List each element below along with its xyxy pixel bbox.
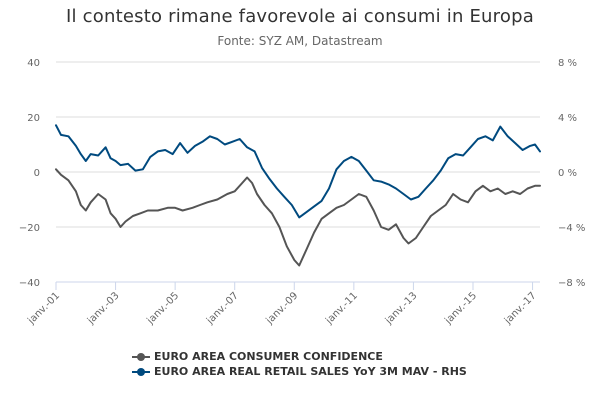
grid-lines xyxy=(56,61,540,283)
y-left-tick-label: 40 xyxy=(27,58,40,69)
x-tick-label: janv.-03 xyxy=(85,290,122,327)
series-line-retail-sales[interactable] xyxy=(55,124,541,219)
x-tick-label: janv.-13 xyxy=(383,290,420,327)
y-right-tick-label: 8 % xyxy=(558,58,577,69)
legend-label-consumer-confidence: EURO AREA CONSUMER CONFIDENCE xyxy=(154,350,383,363)
x-tick-label: janv.-07 xyxy=(204,290,241,327)
legend-swatch-consumer-confidence xyxy=(132,352,150,362)
legend[interactable]: EURO AREA CONSUMER CONFIDENCE EURO AREA … xyxy=(132,349,467,379)
x-tick-label: janv.-11 xyxy=(323,290,360,327)
x-tick-label: janv.-17 xyxy=(502,290,539,327)
chart-subtitle: Fonte: SYZ AM, Datastream xyxy=(217,34,383,48)
y-left-tick-label: −20 xyxy=(19,223,40,234)
y-right-tick-label: −8 % xyxy=(558,278,585,289)
y-left-tick-label: 0 xyxy=(34,168,40,179)
x-tick-label: janv.-01 xyxy=(25,290,62,327)
series-lines xyxy=(55,124,541,267)
y-left-tick-label: 20 xyxy=(27,113,40,124)
y-right-tick-label: −4 % xyxy=(558,223,585,234)
y-left-tick-label: −40 xyxy=(19,278,40,289)
legend-item-retail-sales[interactable]: EURO AREA REAL RETAIL SALES YoY 3M MAV -… xyxy=(132,364,467,379)
chart-title: Il contesto rimane favorevole ai consumi… xyxy=(66,6,534,27)
x-tick-label: janv.-15 xyxy=(442,290,479,327)
legend-label-retail-sales: EURO AREA REAL RETAIL SALES YoY 3M MAV -… xyxy=(154,365,467,378)
y-right-tick-label: 4 % xyxy=(558,113,577,124)
y-right-tick-label: 0 % xyxy=(558,168,577,179)
legend-item-consumer-confidence[interactable]: EURO AREA CONSUMER CONFIDENCE xyxy=(132,349,467,364)
x-tick-label: janv.-05 xyxy=(145,290,182,327)
x-tick-label: janv.-09 xyxy=(264,290,301,327)
axis-ticks: 40 8 % 20 4 % 0 0 % −20 −4 % −40 −8 % janv.-01 janv… xyxy=(19,58,586,327)
legend-swatch-retail-sales xyxy=(132,367,150,377)
series-line-consumer-confidence[interactable] xyxy=(55,168,541,267)
